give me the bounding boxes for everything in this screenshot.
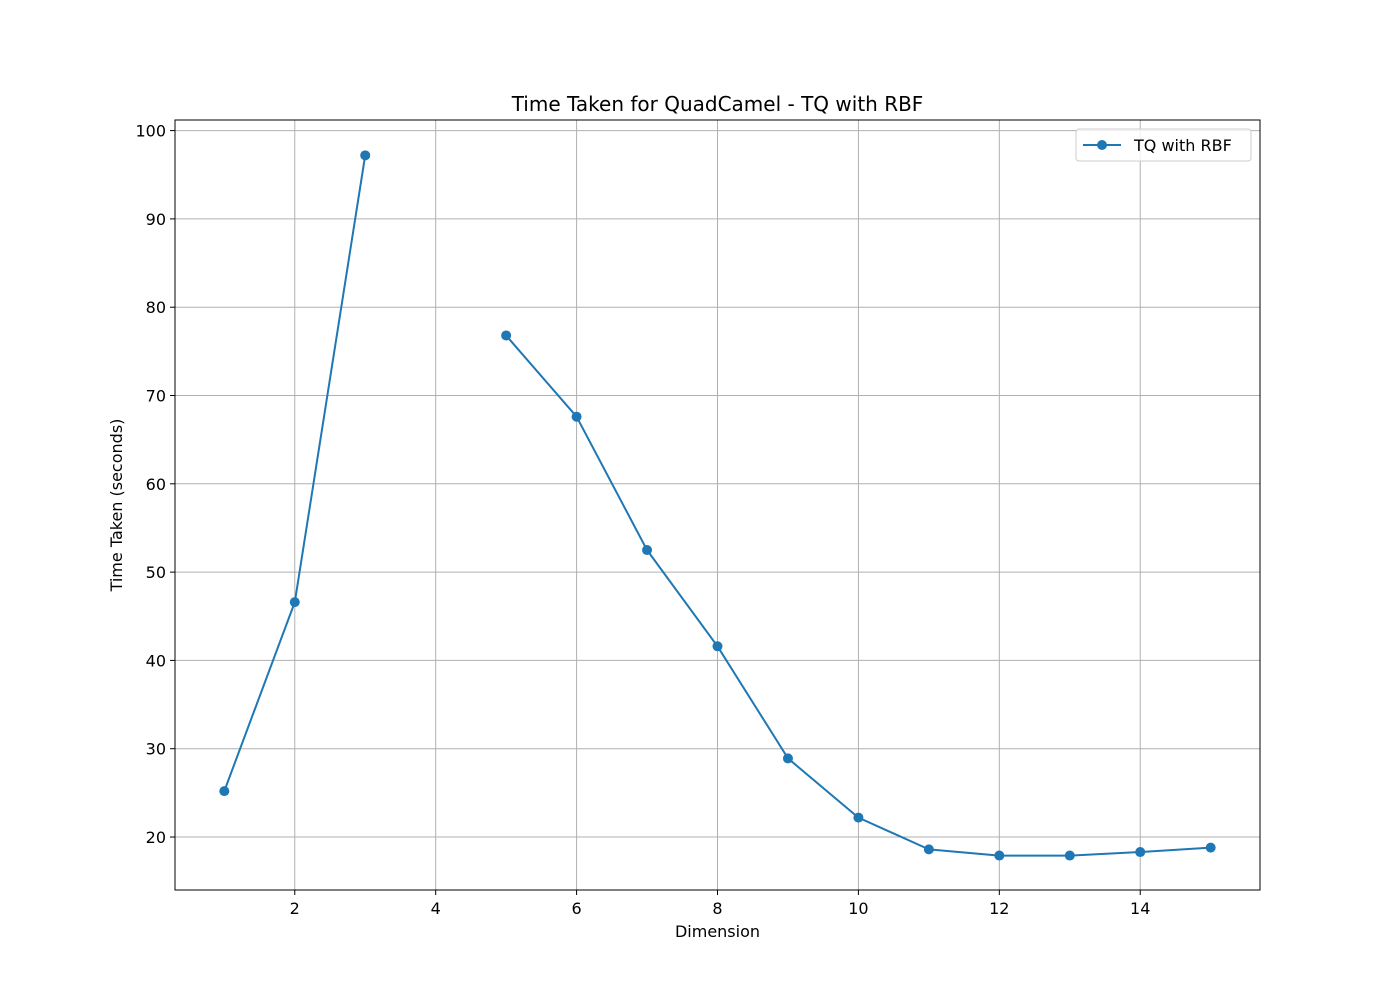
data-point xyxy=(360,150,371,161)
x-tick-label: 4 xyxy=(431,899,441,918)
grid xyxy=(175,120,1260,890)
data-point xyxy=(642,545,653,556)
series-layer xyxy=(219,150,1216,861)
x-tick-label: 8 xyxy=(712,899,722,918)
data-point xyxy=(923,844,934,855)
data-point xyxy=(782,753,793,764)
x-tick-label: 12 xyxy=(989,899,1009,918)
x-axis-label: Dimension xyxy=(675,922,760,941)
legend: TQ with RBF xyxy=(1075,128,1252,162)
data-point xyxy=(501,330,512,341)
legend-marker-swatch xyxy=(1097,140,1107,150)
data-point xyxy=(289,597,300,608)
data-point xyxy=(1135,847,1146,858)
data-point xyxy=(1064,850,1075,861)
legend-box xyxy=(1075,128,1252,162)
y-tick-label: 60 xyxy=(146,475,166,494)
x-tick-label: 10 xyxy=(848,899,868,918)
y-axis-label: Time Taken (seconds) xyxy=(107,419,126,593)
y-tick-label: 100 xyxy=(135,122,166,141)
data-point xyxy=(994,850,1005,861)
y-tick-label: 20 xyxy=(146,828,166,847)
chart-title: Time Taken for QuadCamel - TQ with RBF xyxy=(511,92,924,116)
y-tick-label: 30 xyxy=(146,740,166,759)
ticks: 2 4 6 8 10 12 14 20 30 40 50 60 70 80 90 100 xyxy=(135,122,1150,918)
y-tick-label: 50 xyxy=(146,563,166,582)
y-tick-label: 40 xyxy=(146,651,166,670)
x-tick-label: 2 xyxy=(290,899,300,918)
legend-label: TQ with RBF xyxy=(1133,136,1232,155)
y-tick-label: 70 xyxy=(146,387,166,406)
x-tick-label: 14 xyxy=(1130,899,1150,918)
data-point xyxy=(712,641,723,652)
y-tick-label: 80 xyxy=(146,298,166,317)
data-point xyxy=(1205,842,1216,853)
data-point xyxy=(853,812,864,823)
data-point xyxy=(571,411,582,422)
x-tick-label: 6 xyxy=(571,899,581,918)
y-tick-label: 90 xyxy=(146,210,166,229)
data-point xyxy=(219,786,230,797)
